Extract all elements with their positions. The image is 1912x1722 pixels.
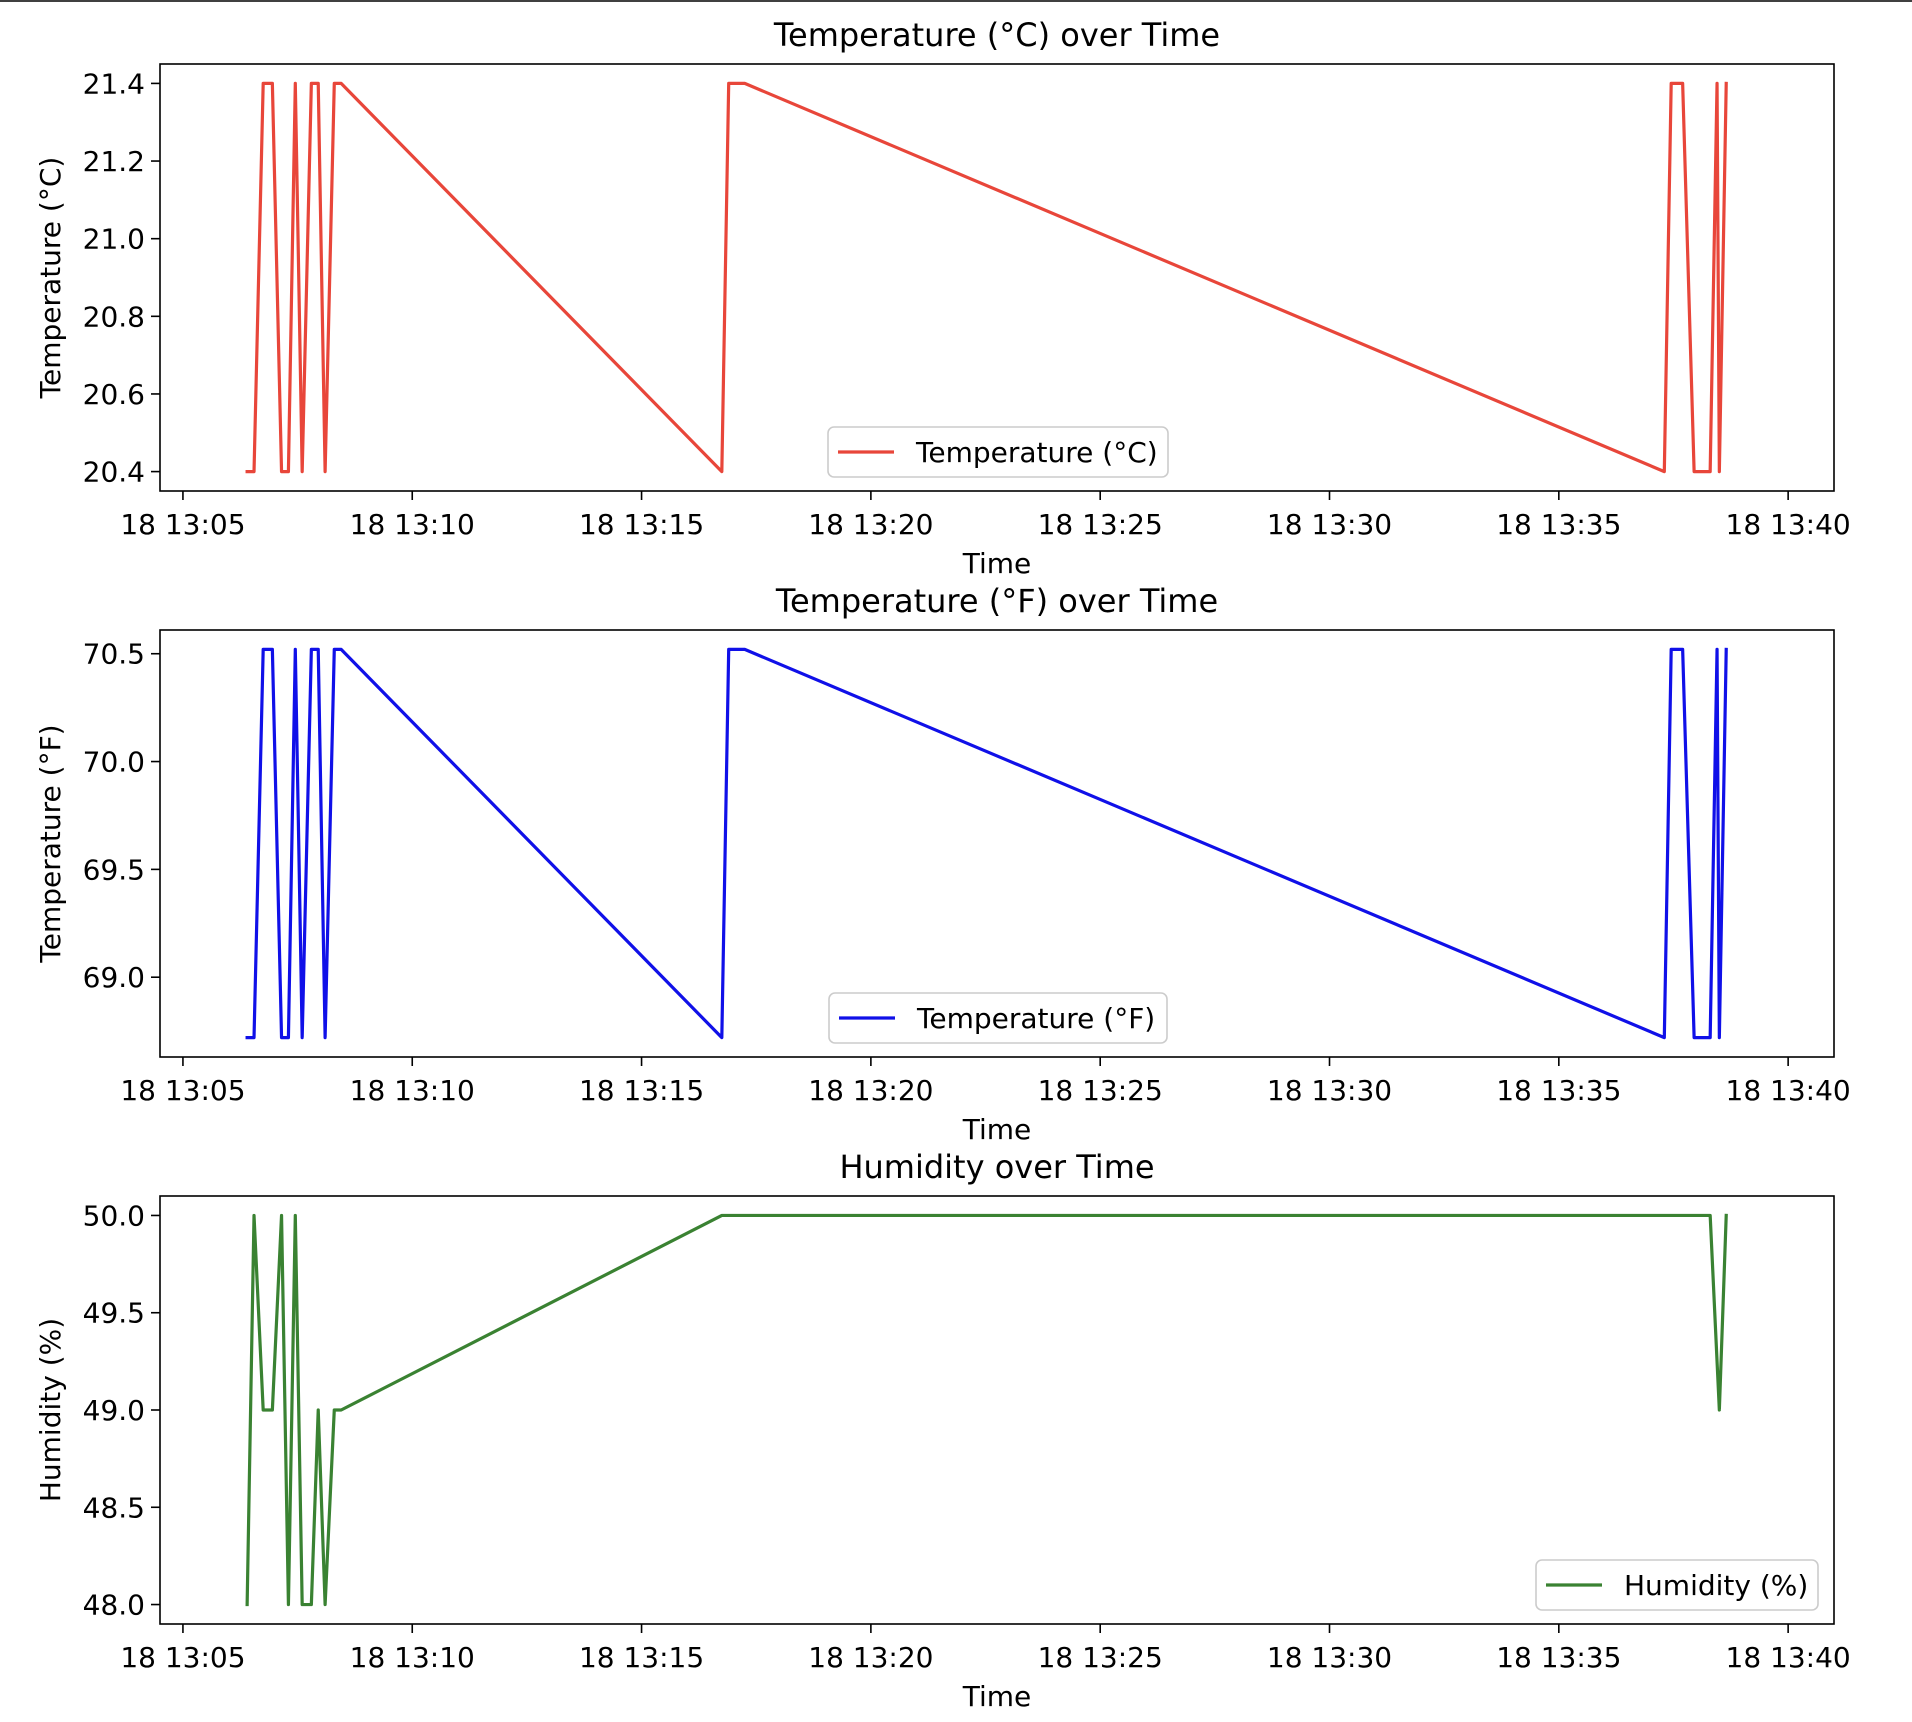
x-tick-label: 18 13:30 <box>1267 1641 1392 1674</box>
x-axis-label: Time <box>962 1113 1032 1146</box>
y-tick-label: 69.5 <box>83 853 145 886</box>
x-tick-label: 18 13:15 <box>579 1074 704 1107</box>
plot-frame <box>159 629 1835 1058</box>
x-tick-label: 18 13:30 <box>1267 508 1392 541</box>
legend: Temperature (°F) <box>828 992 1168 1044</box>
x-tick-label: 18 13:15 <box>579 1641 704 1674</box>
legend-box <box>1535 1559 1819 1611</box>
x-tick-label: 18 13:10 <box>350 1641 475 1674</box>
x-tick-label: 18 13:05 <box>120 1641 245 1674</box>
y-tick-label: 49.5 <box>83 1297 145 1330</box>
x-tick-label: 18 13:20 <box>808 1074 933 1107</box>
plot-frame <box>159 63 1835 492</box>
legend-label: Humidity (%) <box>1624 1569 1808 1602</box>
chart-title: Temperature (°F) over Time <box>775 582 1218 620</box>
legend-label: Temperature (°F) <box>916 1002 1155 1035</box>
x-tick-label: 18 13:40 <box>1726 508 1851 541</box>
x-axis-label: Time <box>962 1680 1032 1713</box>
y-axis-label: Temperature (°C) <box>34 157 67 400</box>
x-tick-label: 18 13:35 <box>1496 1074 1621 1107</box>
legend: Humidity (%) <box>1535 1559 1819 1611</box>
legend-box <box>827 426 1169 478</box>
x-tick-label: 18 13:35 <box>1496 508 1621 541</box>
x-tick-label: 18 13:40 <box>1726 1074 1851 1107</box>
y-tick-label: 70.0 <box>83 746 145 779</box>
x-tick-label: 18 13:20 <box>808 1641 933 1674</box>
y-tick-label: 21.4 <box>83 67 145 100</box>
y-tick-label: 49.0 <box>83 1394 145 1427</box>
x-tick-label: 18 13:05 <box>120 508 245 541</box>
x-tick-label: 18 13:10 <box>350 508 475 541</box>
x-tick-label: 18 13:25 <box>1038 508 1163 541</box>
x-tick-label: 18 13:20 <box>808 508 933 541</box>
x-tick-label: 18 13:35 <box>1496 1641 1621 1674</box>
y-tick-label: 69.0 <box>83 961 145 994</box>
chart-panel-2: Temperature (°F) over Time 18 13:05 18 13:… <box>34 582 1851 1146</box>
legend-label: Temperature (°C) <box>915 436 1158 469</box>
x-tick-label: 18 13:15 <box>579 508 704 541</box>
x-axis-label: Time <box>962 547 1032 580</box>
y-tick-label: 20.8 <box>83 300 145 333</box>
x-tick-label: 18 13:05 <box>120 1074 245 1107</box>
series-line <box>245 647 1728 1040</box>
chart-title: Temperature (°C) over Time <box>773 16 1220 54</box>
y-tick-label: 20.4 <box>83 456 145 489</box>
x-tick-label: 18 13:25 <box>1038 1641 1163 1674</box>
x-tick-label: 18 13:40 <box>1726 1641 1851 1674</box>
y-tick-label: 48.5 <box>83 1491 145 1524</box>
x-tick-label: 18 13:10 <box>350 1074 475 1107</box>
y-axis-label: Temperature (°F) <box>34 724 67 963</box>
y-tick-label: 21.2 <box>83 145 145 178</box>
y-tick-label: 48.0 <box>83 1589 145 1622</box>
chart-panel-3: Humidity over Time 18 13:05 18 13:10 18 13:… <box>34 1148 1851 1713</box>
legend-box <box>828 992 1168 1044</box>
chart-panel-1: Temperature (°C) over Time 18 13:05 18 13:… <box>34 16 1851 580</box>
y-tick-label: 70.5 <box>83 638 145 671</box>
x-tick-label: 18 13:25 <box>1038 1074 1163 1107</box>
y-tick-label: 21.0 <box>83 223 145 256</box>
legend: Temperature (°C) <box>827 426 1169 478</box>
series-line <box>245 81 1728 474</box>
chart-title: Humidity over Time <box>839 1148 1154 1186</box>
y-tick-label: 50.0 <box>83 1199 145 1232</box>
x-tick-label: 18 13:30 <box>1267 1074 1392 1107</box>
y-axis-label: Humidity (%) <box>34 1318 67 1502</box>
series-line <box>245 1213 1728 1607</box>
y-tick-label: 20.6 <box>83 378 145 411</box>
